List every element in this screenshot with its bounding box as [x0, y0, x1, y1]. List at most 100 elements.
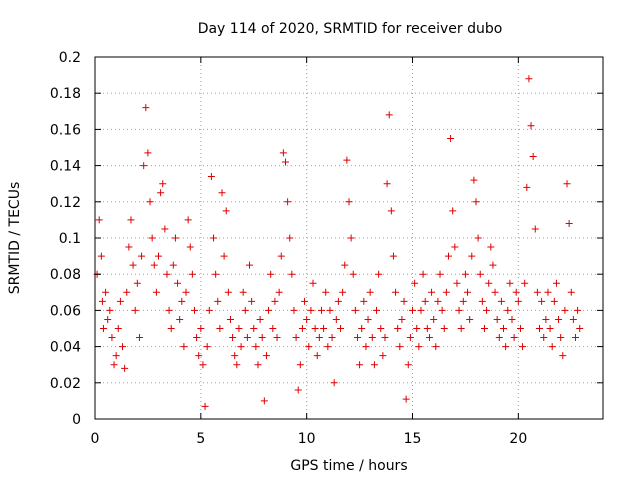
data-point — [533, 288, 541, 296]
data-point — [466, 315, 474, 323]
data-point — [212, 270, 220, 278]
data-point — [229, 334, 237, 342]
data-point — [358, 325, 366, 332]
data-point — [123, 288, 131, 296]
data-point — [404, 361, 412, 369]
data-point — [171, 234, 179, 242]
data-point — [129, 261, 137, 269]
data-point — [529, 153, 537, 161]
data-point — [99, 325, 107, 332]
data-point — [442, 288, 450, 296]
data-point — [184, 216, 192, 224]
data-point — [116, 297, 124, 305]
data-point — [451, 243, 459, 251]
data-point — [131, 306, 139, 314]
x-axis-label: GPS time / hours — [290, 458, 407, 474]
data-point — [485, 279, 493, 287]
data-point — [353, 334, 361, 342]
data-point — [510, 334, 518, 342]
data-point — [235, 325, 243, 332]
data-point — [279, 149, 287, 157]
data-point — [339, 288, 347, 296]
data-point — [231, 352, 239, 360]
y-axis-label: SRMTID / TECUs — [7, 182, 23, 295]
data-point — [472, 198, 480, 206]
data-point — [152, 288, 160, 296]
data-point — [326, 306, 334, 314]
data-point — [262, 352, 270, 360]
data-point — [480, 325, 488, 332]
data-point — [305, 343, 313, 351]
data-point — [239, 288, 247, 296]
data-point — [406, 334, 414, 342]
data-point — [237, 343, 245, 351]
data-point — [523, 183, 531, 191]
data-point — [512, 288, 520, 296]
data-point — [256, 315, 264, 323]
data-point — [506, 279, 514, 287]
data-point — [97, 252, 105, 260]
data-point — [222, 207, 230, 215]
data-point — [282, 158, 289, 166]
data-point — [409, 306, 416, 314]
data-point — [233, 361, 241, 369]
data-point — [142, 104, 150, 112]
data-point — [544, 288, 552, 296]
x-tick-label: 0 — [91, 431, 100, 447]
data-point — [561, 306, 569, 314]
data-point — [186, 243, 194, 251]
data-point — [362, 343, 370, 351]
data-point — [148, 234, 156, 242]
y-tick-label: 0.1 — [59, 231, 81, 247]
data-point — [470, 176, 478, 184]
data-point — [569, 315, 577, 323]
data-point — [133, 279, 141, 287]
data-point — [447, 134, 455, 142]
y-tick-label: 0 — [72, 412, 81, 428]
data-point — [548, 343, 556, 351]
data-point — [258, 334, 266, 342]
data-point — [536, 325, 543, 332]
data-point — [428, 288, 436, 296]
data-points — [93, 75, 584, 410]
data-point — [383, 180, 391, 188]
data-point — [531, 225, 539, 233]
data-point — [425, 334, 433, 342]
data-point — [127, 216, 135, 224]
data-point — [379, 352, 387, 360]
data-point — [373, 306, 381, 314]
data-point — [155, 252, 162, 260]
data-point — [483, 306, 491, 314]
data-point — [121, 364, 129, 372]
data-point — [271, 297, 279, 305]
data-point — [169, 261, 177, 269]
data-point — [459, 297, 467, 305]
data-point — [514, 297, 522, 305]
data-point — [489, 261, 497, 269]
data-point — [303, 315, 311, 323]
data-point — [110, 361, 118, 369]
data-point — [364, 315, 372, 323]
data-point — [351, 306, 359, 314]
data-point — [188, 270, 196, 278]
data-point — [491, 288, 499, 296]
data-point — [322, 288, 330, 296]
data-point — [527, 122, 535, 130]
data-point — [417, 306, 425, 314]
data-point — [571, 334, 579, 342]
data-point — [341, 261, 349, 269]
data-point — [163, 270, 171, 278]
x-tick-label: 20 — [509, 431, 527, 447]
data-point — [112, 352, 120, 360]
data-point — [438, 306, 446, 314]
data-point — [203, 343, 211, 351]
data-point — [474, 234, 482, 242]
data-point — [241, 306, 249, 314]
data-point — [311, 325, 319, 332]
data-point — [207, 172, 215, 180]
data-point — [315, 334, 323, 342]
data-point — [328, 334, 336, 342]
data-point — [275, 288, 283, 296]
x-tick-label: 5 — [196, 431, 205, 447]
data-point — [250, 325, 258, 332]
